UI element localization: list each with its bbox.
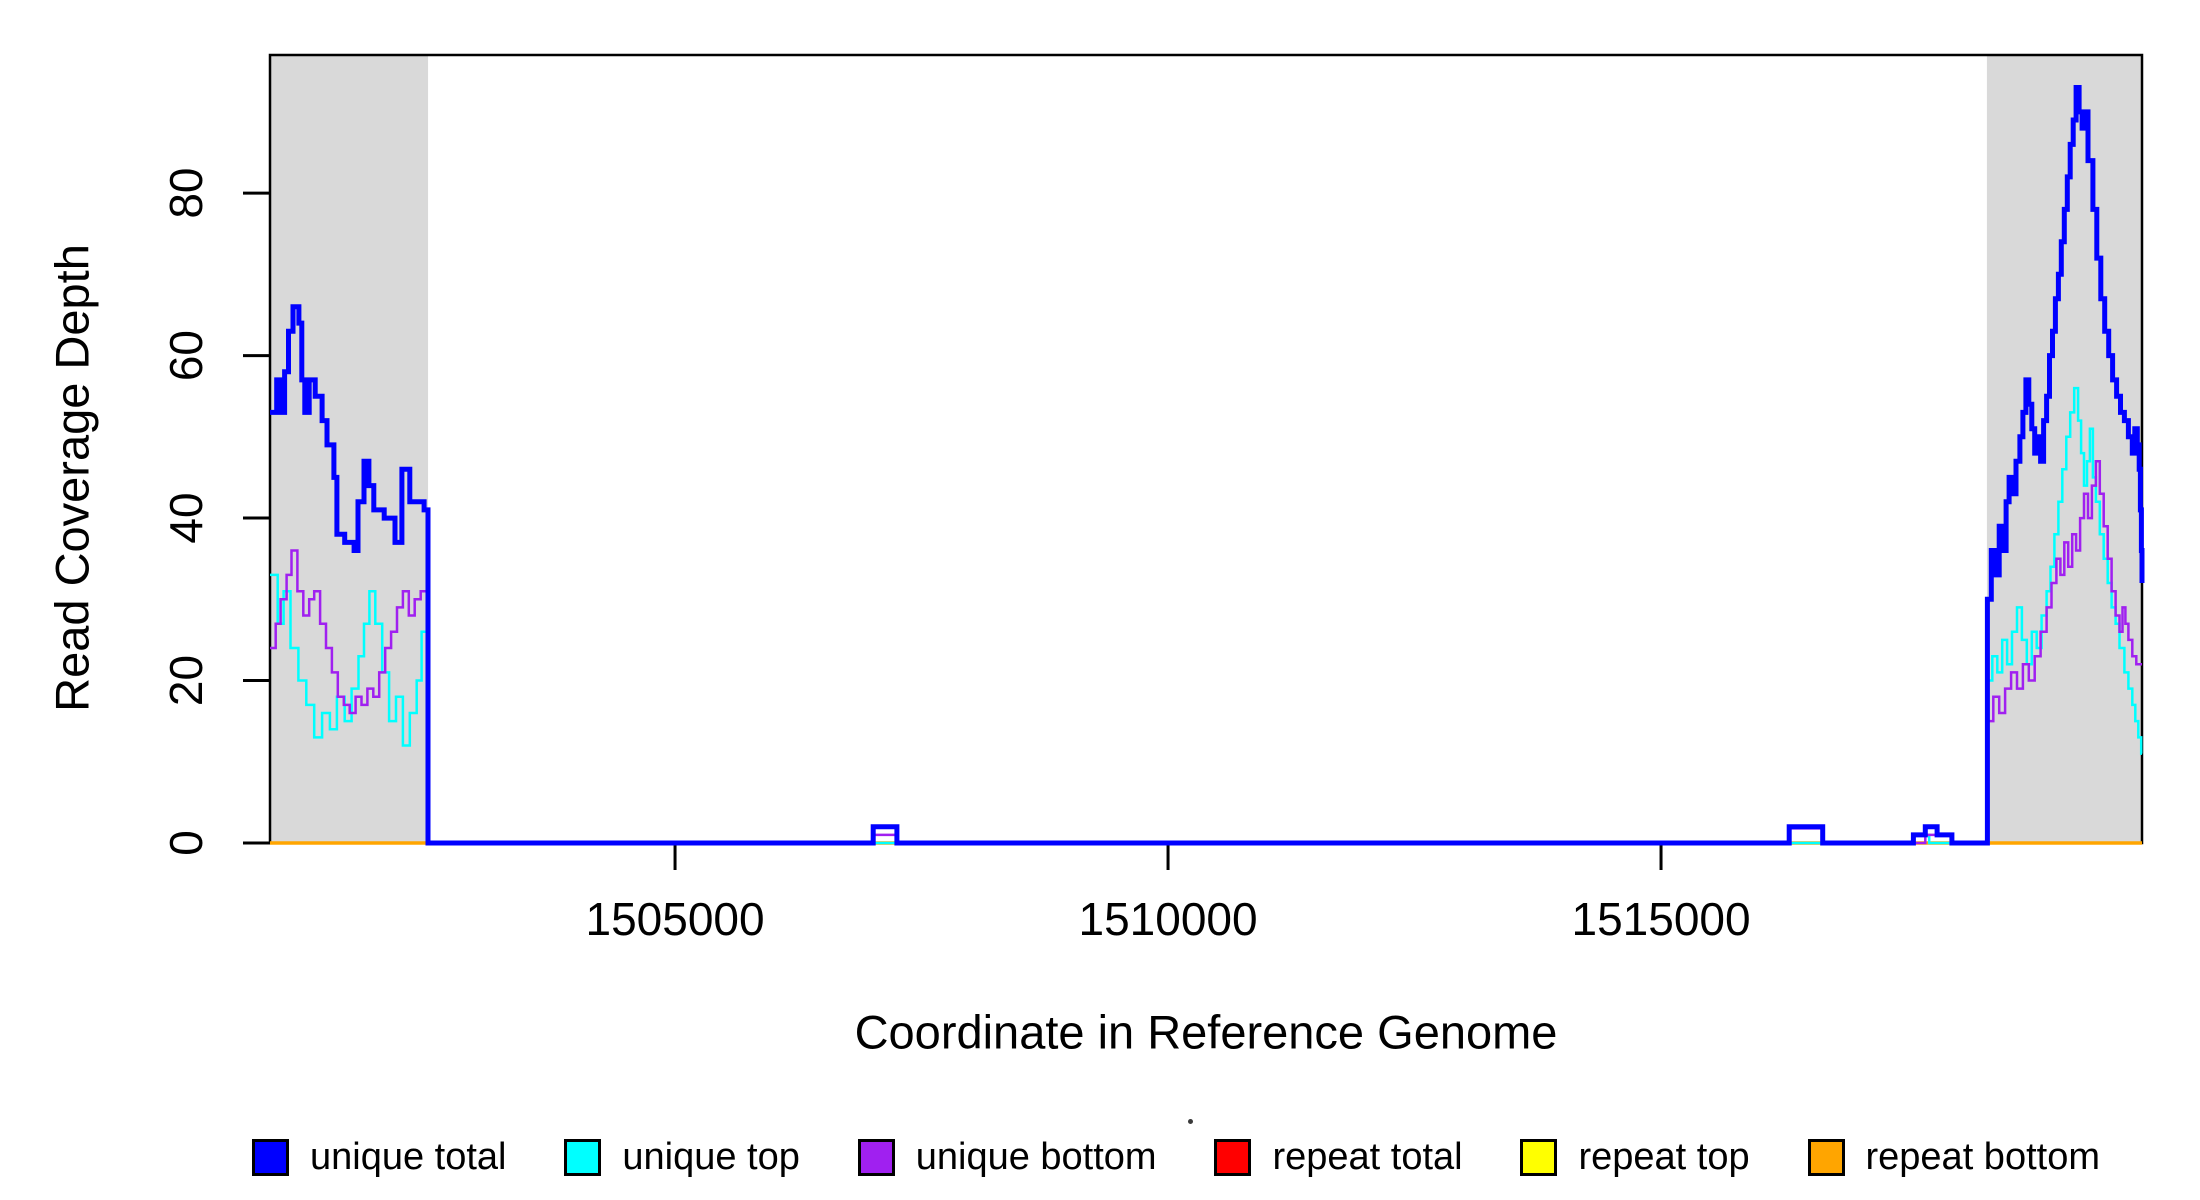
legend-label: repeat bottom [1865,1136,2100,1178]
legend-item-repeat-bottom: repeat bottom [1807,1136,2100,1179]
plot-box [268,53,2144,845]
legend-label: repeat top [1578,1136,1750,1178]
y-tick-label: 0 [160,830,212,856]
y-tick-label: 60 [160,330,212,381]
highlight-region [1986,55,2142,843]
x-axis-title: Coordinate in Reference Genome [854,1005,1558,1059]
plot-legend: unique total unique top unique bottom repea… [252,1136,2100,1179]
series-unique-bottom [270,459,2142,845]
legend-item-unique-bottom: unique bottom [857,1136,1157,1179]
y-axis-title: Read Coverage Depth [45,244,99,712]
legend-item-repeat-top: repeat top [1520,1136,1750,1179]
x-tick-label: 1510000 [1078,893,1257,945]
highlight-region [270,55,429,843]
series-unique-top [270,386,2143,845]
legend-label: repeat total [1272,1136,1463,1178]
y-tick-label: 80 [160,168,212,219]
legend-swatch-icon [1520,1139,1558,1176]
legend-swatch-icon [1214,1139,1252,1176]
legend-swatch-icon [1807,1139,1845,1176]
y-tick-label: 40 [160,492,212,543]
legend-swatch-icon [857,1139,895,1176]
legend-label: unique bottom [915,1136,1157,1178]
legend-label: unique total [310,1136,507,1178]
y-tick-label: 20 [160,655,212,706]
legend-swatch-icon [564,1139,602,1176]
x-tick-label: 1515000 [1571,893,1750,945]
legend-item-unique-top: unique top [564,1136,800,1179]
legend-label: unique top [622,1136,800,1178]
x-tick-label: 1505000 [585,893,764,945]
legend-item-repeat-total: repeat total [1214,1136,1463,1179]
legend-item-unique-total: unique total [252,1136,507,1179]
stray-dot-artifact [1188,1119,1193,1124]
legend-swatch-icon [252,1139,289,1176]
series-unique-total [270,85,2145,846]
